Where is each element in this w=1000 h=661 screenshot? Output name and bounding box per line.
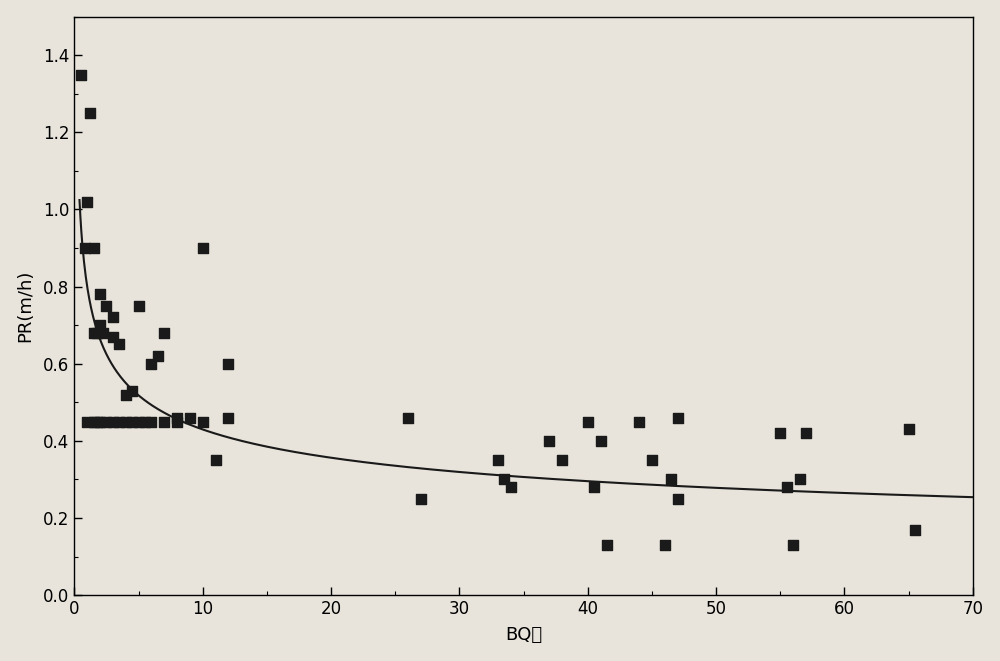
Point	[220, 358, 236, 369]
Point	[413, 494, 429, 504]
Point	[541, 436, 557, 446]
Point	[593, 436, 609, 446]
Point	[92, 320, 108, 330]
Point	[586, 482, 602, 492]
Point	[631, 416, 647, 427]
Point	[208, 455, 224, 465]
Point	[169, 416, 185, 427]
Point	[670, 494, 686, 504]
Point	[105, 312, 121, 323]
Point	[86, 243, 102, 253]
Point	[111, 416, 127, 427]
Point	[77, 243, 93, 253]
Point	[798, 428, 814, 438]
X-axis label: BQ机: BQ机	[505, 627, 542, 644]
Point	[118, 389, 134, 400]
Point	[92, 289, 108, 299]
Point	[785, 540, 801, 551]
Point	[496, 474, 512, 485]
Point	[599, 540, 615, 551]
Point	[143, 416, 159, 427]
Point	[95, 328, 111, 338]
Point	[79, 196, 95, 207]
Point	[580, 416, 596, 427]
Point	[82, 108, 98, 118]
Point	[98, 301, 114, 311]
Point	[670, 412, 686, 423]
Point	[86, 416, 102, 427]
Point	[644, 455, 660, 465]
Point	[503, 482, 519, 492]
Point	[89, 416, 105, 427]
Point	[195, 243, 211, 253]
Point	[554, 455, 570, 465]
Point	[195, 416, 211, 427]
Point	[663, 474, 679, 485]
Point	[792, 474, 808, 485]
Point	[89, 328, 105, 338]
Point	[657, 540, 673, 551]
Point	[143, 358, 159, 369]
Point	[111, 339, 127, 350]
Point	[92, 416, 108, 427]
Point	[131, 301, 147, 311]
Point	[86, 328, 102, 338]
Point	[490, 455, 506, 465]
Point	[169, 412, 185, 423]
Point	[79, 416, 95, 427]
Point	[124, 385, 140, 396]
Point	[137, 416, 153, 427]
Point	[400, 412, 416, 423]
Point	[118, 416, 134, 427]
Point	[105, 416, 121, 427]
Point	[772, 428, 788, 438]
Point	[98, 416, 114, 427]
Y-axis label: PR(m/h): PR(m/h)	[17, 270, 35, 342]
Point	[105, 331, 121, 342]
Point	[901, 424, 917, 434]
Point	[73, 69, 89, 80]
Point	[220, 412, 236, 423]
Point	[779, 482, 795, 492]
Point	[124, 416, 140, 427]
Point	[156, 328, 172, 338]
Point	[150, 351, 166, 362]
Point	[131, 416, 147, 427]
Point	[182, 412, 198, 423]
Point	[156, 416, 172, 427]
Point	[907, 524, 923, 535]
